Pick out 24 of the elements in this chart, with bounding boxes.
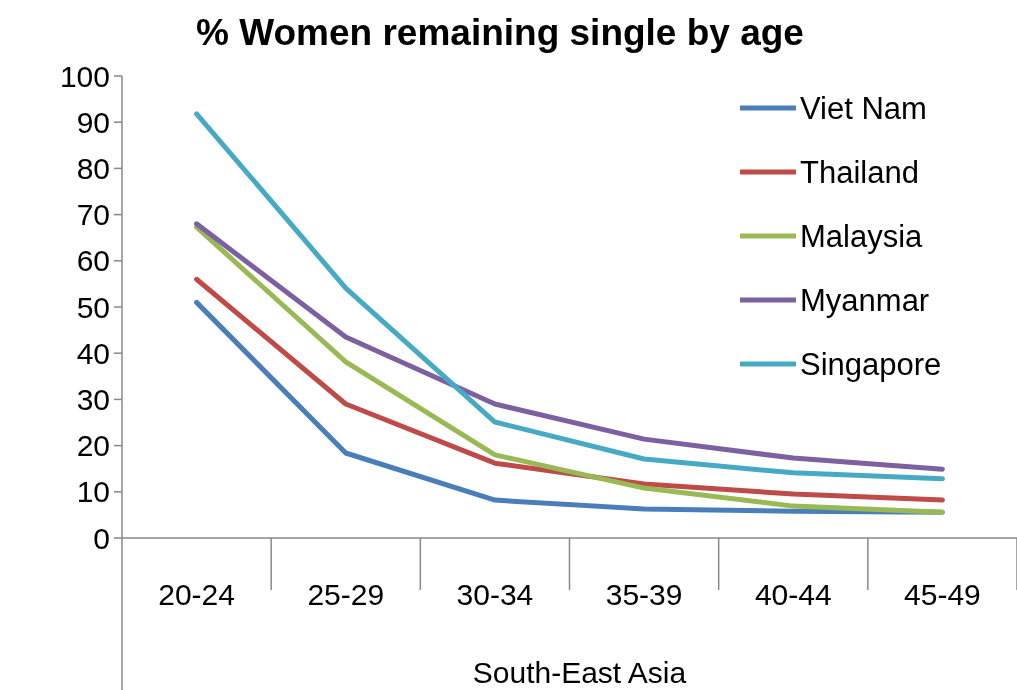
x-tick-label: 40-44 [754, 578, 832, 611]
x-axis-title: South-East Asia [472, 656, 687, 689]
y-tick-label: 10 [76, 475, 110, 509]
y-tick-label: 0 [93, 521, 110, 555]
y-tick-label: 30 [76, 382, 110, 416]
y-tick-label: 90 [76, 105, 110, 139]
x-tick-label: 20-24 [158, 578, 235, 611]
y-tick-label: 60 [76, 244, 110, 278]
y-tick-label: 70 [76, 198, 110, 232]
legend-label: Malaysia [800, 218, 924, 254]
y-tick-label: 100 [59, 59, 110, 93]
x-tick-label: 25-29 [307, 578, 385, 611]
chart-title: % Women remaining single by age [196, 12, 804, 53]
y-tick-label: 50 [76, 290, 110, 324]
y-tick-label: 80 [76, 151, 110, 185]
y-tick-label: 20 [76, 429, 110, 463]
x-tick-label: 45-49 [904, 578, 981, 611]
legend-label: Viet Nam [800, 90, 927, 126]
legend-label: Myanmar [800, 282, 930, 318]
x-tick-label: 30-34 [456, 578, 534, 611]
x-tick-label: 35-39 [605, 578, 683, 611]
y-tick-label: 40 [76, 336, 110, 370]
legend-label: Singapore [800, 346, 942, 382]
legend-label: Thailand [800, 154, 919, 190]
